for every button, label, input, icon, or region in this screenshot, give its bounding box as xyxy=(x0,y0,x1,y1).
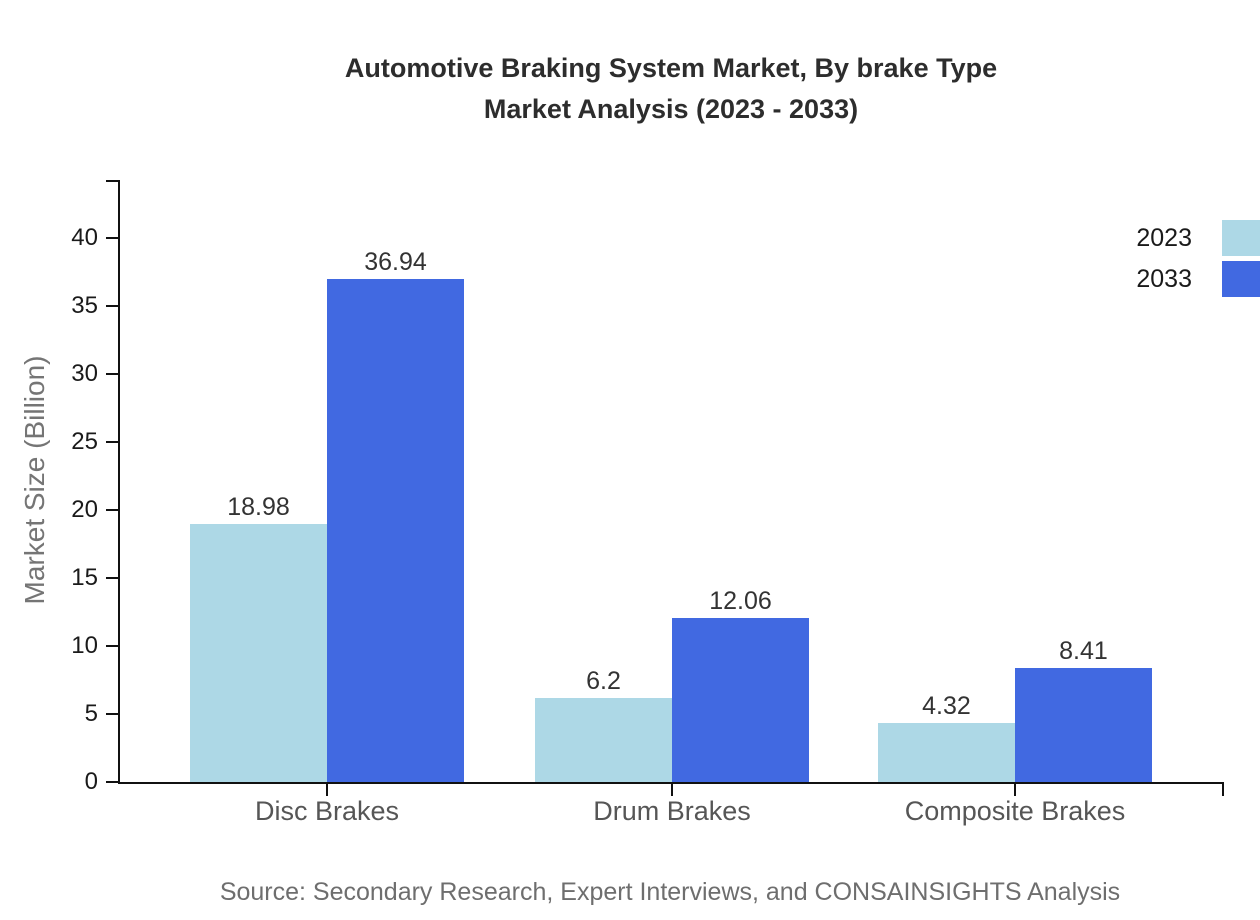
bar-value-label: 36.94 xyxy=(364,248,427,277)
y-tick xyxy=(106,372,118,375)
y-tick-label: 30 xyxy=(71,359,98,387)
y-tick-label: 15 xyxy=(71,563,98,591)
chart-title-line2: Market Analysis (2023 - 2033) xyxy=(483,94,859,124)
bar-value-label: 6.2 xyxy=(586,666,621,695)
chart-title: Automotive Braking System Market, By bra… xyxy=(82,48,1260,130)
y-tick xyxy=(106,781,118,783)
category-label: Drum Brakes xyxy=(593,796,751,826)
legend-label-2033: 2033 xyxy=(1136,264,1192,293)
legend-label-2023: 2023 xyxy=(1136,223,1192,252)
y-tick-label: 35 xyxy=(71,291,98,319)
legend-item-2033: 2033 xyxy=(1136,261,1260,297)
y-tick xyxy=(106,440,118,443)
bar-2033-composite-brakes xyxy=(1015,667,1152,782)
y-tick xyxy=(106,644,118,647)
bar-2033-disc-brakes xyxy=(327,279,464,782)
bar-value-label: 12.06 xyxy=(709,586,772,615)
y-tick xyxy=(106,576,118,579)
y-tick-label: 10 xyxy=(71,631,98,659)
category-label: Disc Brakes xyxy=(254,796,400,826)
y-axis-end-cap xyxy=(106,180,118,182)
bar-2023-disc-brakes xyxy=(190,523,327,782)
legend-swatch-2033 xyxy=(1222,261,1260,297)
x-tick xyxy=(326,782,328,796)
y-tick-label: 5 xyxy=(84,699,98,727)
x-tick xyxy=(1014,782,1016,796)
bar-value-label: 18.98 xyxy=(227,492,290,521)
chart-title-line1: Automotive Braking System Market, By bra… xyxy=(344,53,998,83)
category-label: Composite Brakes xyxy=(904,796,1126,826)
bar-value-label: 4.32 xyxy=(922,692,971,721)
y-tick-label: 0 xyxy=(84,768,98,795)
bar-2033-drum-brakes xyxy=(672,617,809,782)
y-tick-label: 25 xyxy=(71,427,98,455)
bar-value-label: 8.41 xyxy=(1059,636,1108,665)
y-tick xyxy=(106,508,118,511)
x-tick xyxy=(671,782,673,796)
x-axis-end-cap xyxy=(1222,782,1224,796)
y-tick xyxy=(106,236,118,239)
legend: 2023 2033 xyxy=(1136,220,1260,302)
bar-2023-drum-brakes xyxy=(535,697,672,782)
y-tick xyxy=(106,304,118,307)
y-tick-label: 40 xyxy=(71,223,98,251)
y-tick xyxy=(106,712,118,715)
y-tick-label: 20 xyxy=(71,495,98,523)
bar-2023-composite-brakes xyxy=(878,723,1015,782)
plot-area: 0 5 10 15 20 25 30 35 40 Disc Brakes 18.98 36.94 Dru… xyxy=(71,180,1224,826)
legend-item-2023: 2023 xyxy=(1136,220,1260,256)
source-note: Source: Secondary Research, Expert Inter… xyxy=(219,878,1121,906)
legend-swatch-2023 xyxy=(1222,220,1260,256)
